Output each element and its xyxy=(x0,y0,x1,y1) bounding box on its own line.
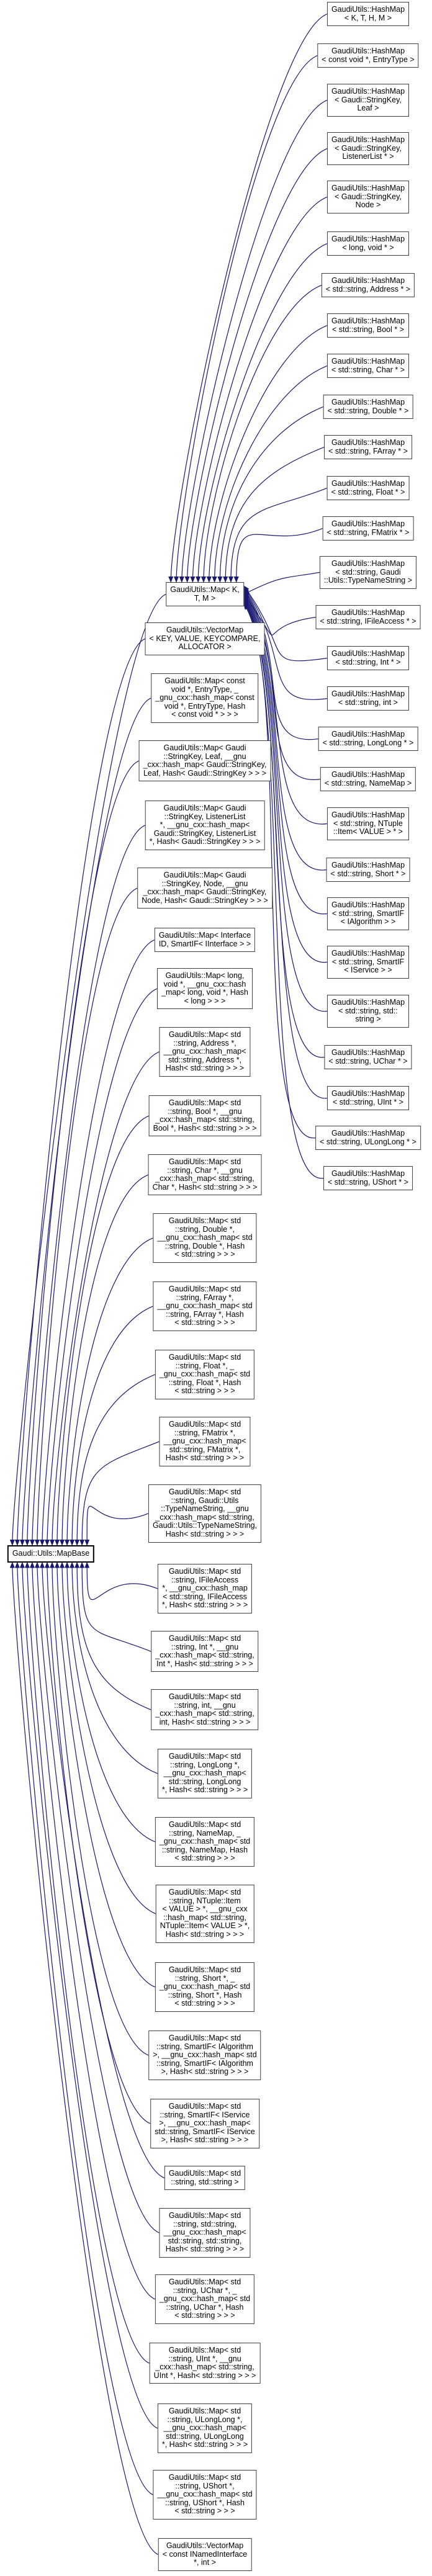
class-node[interactable]: GaudiUtils::HashMap < std::string, std::… xyxy=(326,995,410,1028)
class-node[interactable]: GaudiUtils::Map< std ::string, SmartIF< … xyxy=(150,2099,259,2148)
class-node[interactable]: GaudiUtils::Map< std ::string, LongLong … xyxy=(157,1749,253,1798)
class-node[interactable]: GaudiUtils::HashMap < std::string, Smart… xyxy=(326,946,410,979)
class-node[interactable]: GaudiUtils::HashMap < std::string, Gaudi… xyxy=(319,556,417,589)
class-node[interactable]: GaudiUtils::HashMap < std::string, IFile… xyxy=(315,605,421,630)
class-node[interactable]: GaudiUtils::HashMap < std::string, NTupl… xyxy=(326,807,410,840)
class-node[interactable]: GaudiUtils::Map< std ::string, Int *, __… xyxy=(151,1631,259,1672)
class-node[interactable]: GaudiUtils::Map< std ::string, ULongLong… xyxy=(157,2403,253,2453)
class-node[interactable]: GaudiUtils::HashMap < long, void * > xyxy=(326,231,410,256)
class-node[interactable]: GaudiUtils::Map< std ::string, Double *,… xyxy=(153,1213,257,1263)
class-node[interactable]: GaudiUtils::VectorMap < KEY, VALUE, KEYC… xyxy=(145,622,265,655)
class-node[interactable]: GaudiUtils::HashMap < Gaudi::StringKey, … xyxy=(326,132,410,165)
class-node[interactable]: GaudiUtils::HashMap < std::string, FMatr… xyxy=(322,516,414,541)
class-node[interactable]: GaudiUtils::HashMap < std::string, UShor… xyxy=(323,1166,413,1191)
class-node[interactable]: GaudiUtils::HashMap < std::string, UChar… xyxy=(324,1045,412,1070)
class-node[interactable]: GaudiUtils::Map< std ::string, std::stri… xyxy=(164,2166,246,2191)
class-node[interactable]: GaudiUtils::Map< std ::string, UShort *,… xyxy=(153,2470,257,2520)
class-node[interactable]: GaudiUtils::HashMap < std::string, NameM… xyxy=(320,767,416,792)
class-node[interactable]: GaudiUtils::Map< std ::string, UInt *, _… xyxy=(149,2343,261,2384)
class-node[interactable]: GaudiUtils::Map< std ::string, UChar *, … xyxy=(155,2274,255,2324)
class-node[interactable]: GaudiUtils::HashMap < std::string, FArra… xyxy=(324,435,412,460)
class-node[interactable]: GaudiUtils::HashMap < std::string, Doubl… xyxy=(323,395,413,420)
class-node[interactable]: GaudiUtils::Map< std ::string, NameMap, … xyxy=(155,1817,255,1867)
class-node[interactable]: GaudiUtils::Map< Gaudi ::StringKey, Leaf… xyxy=(138,740,271,782)
class-node[interactable]: GaudiUtils::HashMap < Gaudi::StringKey, … xyxy=(326,181,410,213)
class-node[interactable]: GaudiUtils::Map< std ::string, NTuple::I… xyxy=(155,1885,254,1943)
class-node[interactable]: GaudiUtils::HashMap < std::string, Short… xyxy=(326,858,410,882)
class-node[interactable]: GaudiUtils::Map< std ::string, Short *, … xyxy=(155,1962,255,2012)
class-node[interactable]: GaudiUtils::HashMap < const void *, Entr… xyxy=(317,43,419,68)
class-node[interactable]: GaudiUtils::HashMap < std::string, UInt … xyxy=(326,1086,410,1111)
class-node[interactable]: GaudiUtils::Map< std ::string, Char *, _… xyxy=(148,1154,262,1196)
class-node[interactable]: GaudiUtils::Map< Gaudi ::StringKey, List… xyxy=(145,801,265,850)
class-node[interactable]: GaudiUtils::HashMap < std::string, Smart… xyxy=(326,897,410,930)
class-node[interactable]: GaudiUtils::HashMap < std::string, Int *… xyxy=(326,646,410,671)
class-node[interactable]: GaudiUtils::Map< std ::string, Address *… xyxy=(159,1027,251,1077)
class-node[interactable]: GaudiUtils::Map< const void *, EntryType… xyxy=(151,673,259,723)
class-node[interactable]: GaudiUtils::HashMap < K, T, H, M > xyxy=(326,2,410,27)
class-node[interactable]: GaudiUtils::Map< std ::string, std::stri… xyxy=(159,2208,251,2258)
class-node[interactable]: GaudiUtils::HashMap < Gaudi::StringKey, … xyxy=(326,84,410,117)
class-node[interactable]: GaudiUtils::Map< Gaudi ::StringKey, Node… xyxy=(137,868,272,909)
class-node[interactable]: GaudiUtils::Map< std ::string, Gaudi::Ut… xyxy=(148,1484,262,1543)
class-node-mapbase[interactable]: Gaudi::Utils::MapBase xyxy=(7,1545,95,1563)
class-node[interactable]: GaudiUtils::Map< std ::string, int, __gn… xyxy=(151,1689,259,1731)
class-node[interactable]: GaudiUtils::HashMap < std::string, LongL… xyxy=(318,727,418,752)
class-node[interactable]: GaudiUtils::Map< std ::string, Float *, … xyxy=(155,1350,255,1399)
class-node[interactable]: GaudiUtils::HashMap < std::string, ULong… xyxy=(315,1126,421,1151)
class-node-map-k-t-m[interactable]: GaudiUtils::Map< K, T, M > xyxy=(166,582,244,607)
class-node[interactable]: GaudiUtils::Map< Interface ID, SmartIF< … xyxy=(154,928,256,953)
class-node[interactable]: GaudiUtils::Map< std ::string, IFileAcce… xyxy=(157,1564,253,1613)
class-node[interactable]: GaudiUtils::Map< std ::string, Bool *, _… xyxy=(148,1095,261,1137)
class-node[interactable]: GaudiUtils::HashMap < std::string, Bool … xyxy=(326,313,410,338)
class-node[interactable]: GaudiUtils::Map< std ::string, FArray *,… xyxy=(153,1281,257,1331)
class-node[interactable]: GaudiUtils::HashMap < std::string, int > xyxy=(326,686,410,711)
class-node[interactable]: GaudiUtils::HashMap < std::string, Addre… xyxy=(321,273,415,298)
class-node[interactable]: GaudiUtils::Map< long, void *, __gnu_cxx… xyxy=(156,968,253,1010)
class-node[interactable]: GaudiUtils::Map< std ::string, FMatrix *… xyxy=(159,1417,251,1466)
class-node[interactable]: GaudiUtils::Map< std ::string, SmartIF< … xyxy=(148,2031,261,2080)
class-node[interactable]: GaudiUtils::HashMap < std::string, Float… xyxy=(326,476,410,501)
class-node[interactable]: GaudiUtils::HashMap < std::string, Char … xyxy=(326,354,410,379)
class-node[interactable]: GaudiUtils::VectorMap < const INamedInte… xyxy=(158,2538,252,2571)
